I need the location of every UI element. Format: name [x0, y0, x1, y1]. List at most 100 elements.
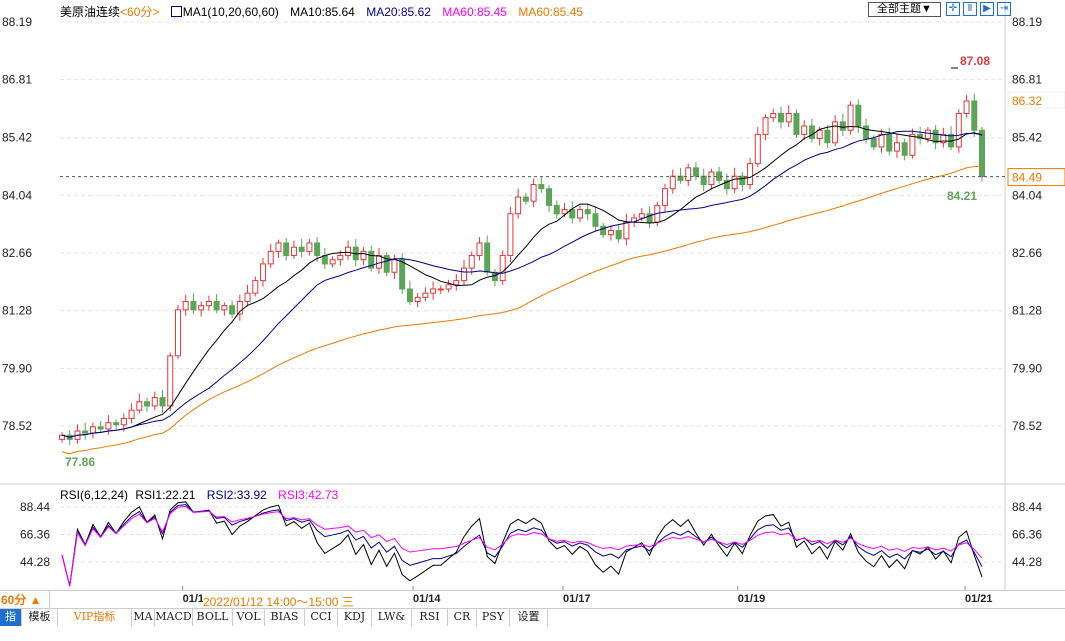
candle-body [932, 129, 939, 144]
tab-0[interactable]: 指标 [0, 609, 22, 639]
candle-body [901, 142, 908, 156]
period-label[interactable]: <60分> [120, 5, 160, 19]
candle-body [167, 355, 174, 407]
price-tick-label: 88.19 [1012, 15, 1042, 29]
price-tick-label: 79.90 [1012, 361, 1042, 375]
candle-body [430, 288, 437, 294]
candle-body [955, 112, 962, 148]
candle-body [940, 133, 947, 144]
tab-13[interactable]: PSY [477, 609, 510, 626]
price-tick-label-left: 82.66 [2, 246, 32, 260]
candle-body [530, 184, 537, 202]
candle-body [971, 100, 978, 131]
candle-body [878, 133, 885, 148]
candle-body [924, 129, 931, 140]
exit-icon[interactable]: ⇥ [997, 2, 1011, 16]
tab-2[interactable]: VIP指标 [58, 609, 132, 626]
candle-body [445, 284, 452, 290]
candle-body [638, 213, 645, 219]
candle-body [692, 167, 699, 177]
candle-body [847, 104, 854, 131]
tab-3[interactable]: MA [132, 609, 155, 626]
zoom-in-icon[interactable]: Ⅱ [963, 2, 977, 16]
tab-6[interactable]: VOL [233, 609, 265, 626]
ma-name[interactable]: MA1(10,20,60,60) [182, 5, 279, 19]
rsi-title[interactable]: RSI(6,12,24) [60, 488, 129, 502]
price-tick-label-left: 84.04 [2, 188, 32, 202]
crosshair-icon[interactable]: ✛ [946, 2, 960, 16]
candle-body [723, 179, 730, 190]
candle-body [283, 242, 290, 257]
candle-body [306, 242, 313, 252]
marker-box [1007, 91, 1065, 109]
candle-body [375, 255, 382, 269]
candle-body [113, 422, 120, 426]
candle-body [855, 104, 862, 127]
candle-body [569, 209, 576, 219]
tab-4[interactable]: MACD [155, 609, 193, 626]
candle-body [329, 259, 336, 265]
candle-body [662, 188, 669, 206]
candle-body [244, 292, 251, 303]
date-label: 01/14 [412, 593, 441, 605]
candle-body [422, 292, 429, 298]
candle-body [515, 196, 522, 215]
candle-body [979, 129, 985, 178]
candle-body [437, 288, 444, 291]
price-tick-label: 78.52 [1012, 419, 1042, 433]
candle-body [708, 171, 715, 186]
last-price-label: 84.49 [1012, 171, 1042, 185]
candle-body [391, 259, 398, 273]
candle-body [731, 175, 738, 190]
indicator-icon[interactable] [170, 6, 182, 17]
symbol-title: 美原油连续 [60, 5, 121, 19]
candle-body [700, 175, 707, 186]
candle-body [909, 133, 916, 156]
candle-body [290, 246, 297, 257]
price-tick-label-left: 81.28 [2, 304, 32, 318]
rsi-tick-label-left: 66.36 [20, 528, 50, 542]
candle-body [770, 112, 777, 119]
rsi3-line [61, 505, 983, 587]
tab-7[interactable]: BIAS [265, 609, 305, 626]
tab-11[interactable]: RSI [412, 609, 448, 626]
ma10-value: MA10:85.64 [290, 5, 355, 19]
tab-12[interactable]: CR [448, 609, 477, 626]
theme-dropdown[interactable]: 全部主题▼ [868, 2, 941, 17]
candle-body [592, 213, 599, 227]
candle-body [151, 397, 158, 407]
candle-body [963, 100, 970, 114]
candle-body [832, 121, 839, 144]
tab-14[interactable]: 设置 [510, 609, 548, 626]
tab-10[interactable]: LW& [372, 609, 412, 626]
chart-canvas[interactable]: 88.19 88.19 86.81 86.81 85.42 85.42 84.04 84.04… [0, 0, 1065, 590]
rsi-tick-label: 44.28 [1012, 555, 1042, 569]
candle-body [893, 142, 900, 152]
price-tick-label: 84.04 [1012, 188, 1042, 202]
tab-5[interactable]: BOLL [193, 609, 233, 626]
play-icon[interactable]: ▶ [980, 2, 994, 16]
tab-9[interactable]: KDJ [338, 609, 372, 626]
candle-body [576, 209, 583, 219]
price-tick-label: 82.66 [1012, 246, 1042, 260]
date-label: 01/21 [964, 593, 993, 605]
candle-body [190, 301, 197, 311]
candle-body [801, 125, 808, 135]
candle-body [128, 409, 135, 419]
candle-body [808, 125, 815, 140]
candle-body [615, 229, 622, 240]
candle-body [538, 184, 545, 190]
candle-body [484, 242, 491, 273]
tab-8[interactable]: CCI [305, 609, 338, 626]
candle-body [816, 129, 823, 140]
candle-body [89, 426, 96, 434]
candle-body [314, 242, 321, 257]
tab-1[interactable]: 模板 [22, 609, 58, 626]
candle-body [136, 401, 143, 411]
ma60-value-2: MA60:85.45 [518, 5, 584, 19]
candle-body [553, 204, 560, 215]
candle-body [229, 305, 236, 315]
candle-body [82, 430, 89, 434]
period-selector[interactable]: 60分 ▲ [0, 591, 50, 609]
candle-body [221, 305, 228, 311]
